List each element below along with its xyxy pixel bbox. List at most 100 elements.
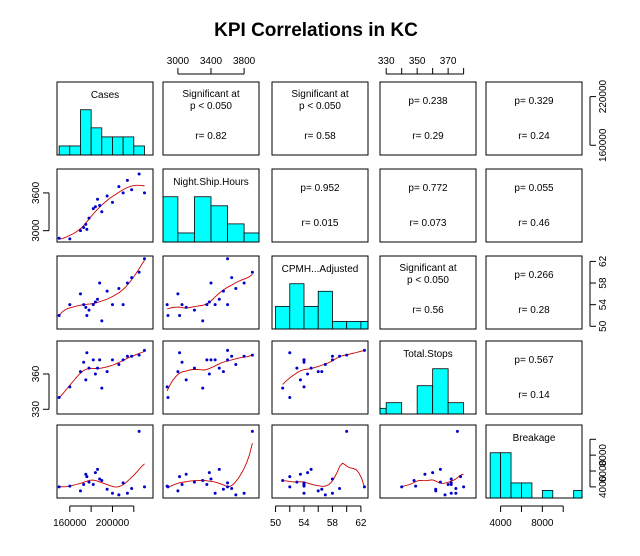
scatter-point [105,289,109,293]
scatter-point [125,178,129,182]
scatter-point [288,396,292,400]
scatter-point [330,354,334,358]
panel-frame [56,424,154,499]
scatter-point [302,481,306,485]
panel-frame [56,255,154,330]
panel-4-2 [271,424,369,499]
scatter-point [302,491,306,495]
scatter-point [78,229,82,233]
scatter-point [178,351,182,355]
scatter-point [242,491,246,495]
r-value-label: r= 0.29 [412,131,444,142]
scatter-point [226,481,230,485]
panel-3-3: Total.Stops [379,340,477,415]
scatter-point [320,487,324,491]
panel-1-4: p= 0.055 r= 0.46 [485,168,583,243]
axis-tick-label: 4000 [489,518,512,529]
histogram-bar [303,305,319,330]
scatter-point [68,303,72,307]
panel-3-2 [271,340,369,415]
scatter-point [242,354,246,358]
scatter-point [110,491,114,495]
panel-2-0 [56,255,154,330]
scatter-point [142,191,146,195]
variable-name-label: CPMH...Adjusted [282,264,359,275]
panel-frame [379,81,477,156]
scatter-point [166,313,170,317]
scatter-point [98,358,102,362]
scatter-point [288,351,292,355]
scatter-point [192,366,196,370]
panel-frame [271,340,369,415]
scatter-point [165,303,169,307]
scatter-point [57,485,61,489]
axis-tick-label: 370 [440,56,457,67]
variable-name-label: Cases [91,90,119,101]
scatter-point [217,467,221,471]
scatter-point [449,477,453,481]
panel-1-1: Night.Ship.Hours [162,168,260,243]
scatter-point [288,485,292,489]
axis-tick-label: 62 [598,255,609,267]
scatter-point [412,479,416,483]
panel-2-4: p= 0.266 r= 0.28 [485,255,583,330]
scatter-point [205,483,209,487]
scatter-point [184,378,188,382]
scatter-point [84,472,88,476]
scatter-point [309,366,313,370]
scatter-point [93,471,97,475]
scatter-point [68,484,72,488]
scatter-point [121,303,125,307]
histogram-bar [385,402,403,415]
axis-tick-label: 330 [31,401,42,418]
histogram-bar [346,321,362,330]
axis-tick-label: 160000 [598,128,609,162]
scatter-point [91,358,95,362]
p-value-label: p < 0.050 [407,275,449,286]
scatter-point [110,358,114,362]
scatter-point [142,257,146,261]
scatter-point [338,354,342,358]
histogram-bar [573,490,583,499]
scatter-point [142,348,146,352]
left-axis-total-stops: 330 360 [31,365,50,418]
scatter-point [87,308,91,312]
axis-tick-label: 350 [409,56,426,67]
panel-frame [271,168,369,243]
p-value-label: Significant at [182,89,239,100]
p-value-label: p < 0.050 [299,101,341,112]
scatter-point [226,358,230,362]
scatter-point [316,370,320,374]
scatter-point [226,303,230,307]
panel-frame [379,168,477,243]
scatter-point [338,486,342,490]
scatter-point [98,281,102,285]
scatter-point [84,305,88,309]
p-value-label: Significant at [399,263,456,274]
scatter-point [98,477,102,481]
scatter-point [454,486,458,490]
scatter-point [165,385,169,389]
scatter-point [87,480,91,484]
panel-plot-area [57,172,146,241]
histogram-bar [162,196,179,243]
scatter-point [446,483,450,487]
scatter-point [176,292,180,296]
scatter-point [85,475,89,479]
panel-0-3: p= 0.238 r= 0.29 [379,81,477,156]
p-value-label: p= 0.329 [514,96,554,107]
scatter-point [165,484,169,488]
axis-tick-label: 4000 [598,475,609,498]
axis-tick-label: 3600 [31,181,42,204]
panel-frame [271,81,369,156]
scatter-point [121,191,125,195]
axis-tick-label: 62 [355,518,367,529]
axis-tick-label: 160000 [53,518,87,529]
panel-frame [162,340,260,415]
scatter-point [117,185,121,189]
scatter-point [323,363,327,367]
axis-tick-label: 50 [270,518,282,529]
scatter-point [242,281,246,285]
panel-0-1: Significant atp < 0.050 r= 0.82 [162,81,260,156]
